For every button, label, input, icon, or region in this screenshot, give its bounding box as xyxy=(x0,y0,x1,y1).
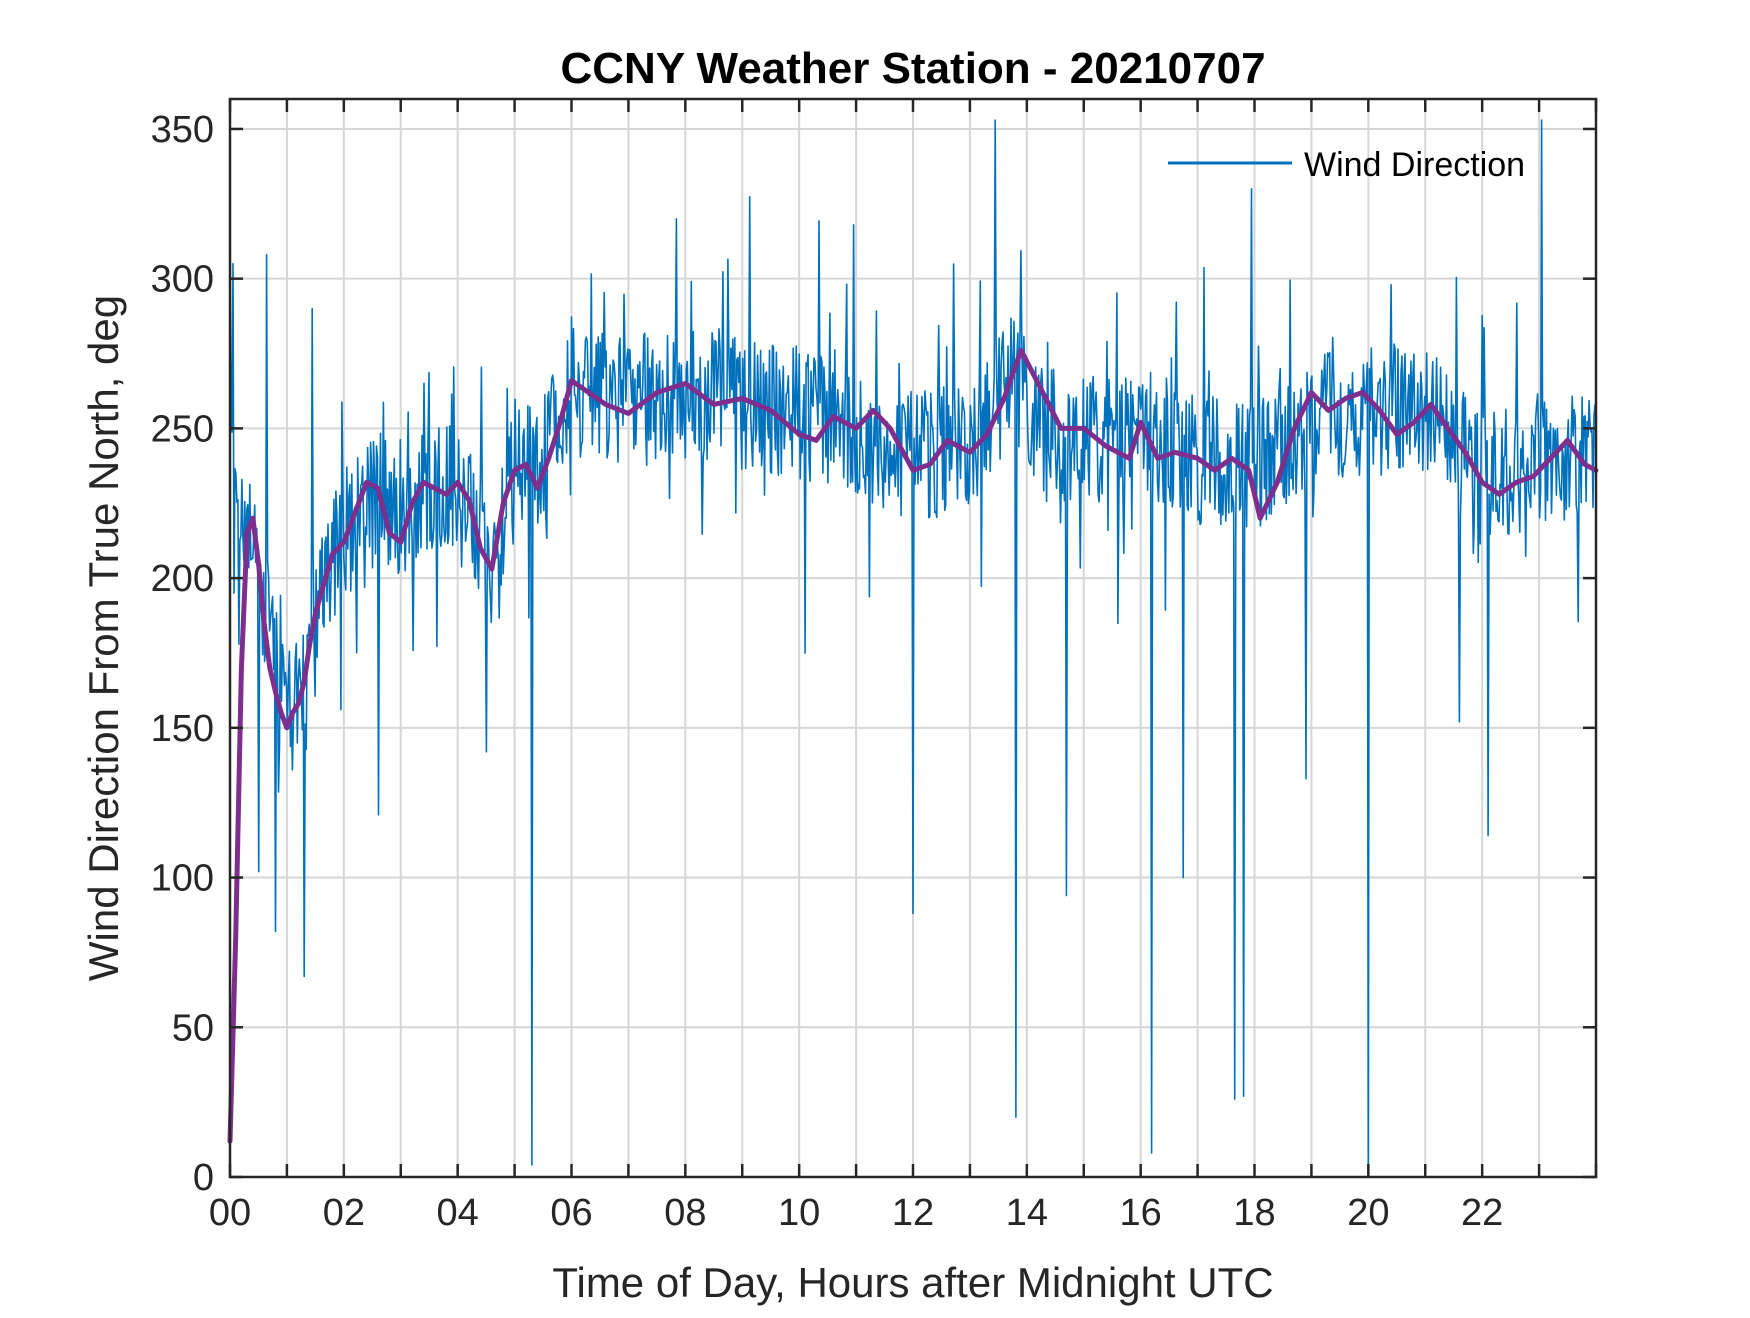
y-tick-label: 50 xyxy=(172,1007,214,1049)
running-mean-line xyxy=(227,348,1599,1144)
y-tick-label: 150 xyxy=(151,708,214,750)
x-tick-label: 06 xyxy=(550,1192,592,1234)
x-tick-label: 22 xyxy=(1461,1192,1503,1234)
x-tick-label: 12 xyxy=(892,1192,934,1234)
x-axis-label: Time of Day, Hours after Midnight UTC xyxy=(552,1259,1273,1306)
x-tick-label: 02 xyxy=(323,1192,365,1234)
grid-layer xyxy=(229,99,1597,1178)
legend: Wind Direction xyxy=(1168,146,1525,184)
x-tick-label: 14 xyxy=(1006,1192,1048,1234)
x-tick-label: 04 xyxy=(437,1192,479,1234)
chart-title: CCNY Weather Station - 20210707 xyxy=(560,44,1265,93)
y-tick-label: 200 xyxy=(151,558,214,600)
axis-layer: 00 02 04 06 08 10 12 14 16 18 20 22 0 50 100 150 200 250 3… xyxy=(151,97,1598,1234)
y-tick-label: 300 xyxy=(151,259,214,301)
legend-entry-wind-direction: Wind Direction xyxy=(1304,146,1525,184)
x-tick-label: 18 xyxy=(1233,1192,1275,1234)
y-tick-label: 350 xyxy=(151,109,214,151)
x-tick-label: 20 xyxy=(1347,1192,1389,1234)
y-axis-label: Wind Direction From True North, deg xyxy=(80,295,127,981)
x-tick-label: 00 xyxy=(209,1192,251,1234)
x-tick-label: 16 xyxy=(1120,1192,1162,1234)
y-tick-label: 0 xyxy=(193,1157,214,1199)
y-tick-label: 250 xyxy=(151,408,214,450)
y-tick-label: 100 xyxy=(151,858,214,900)
x-tick-label: 08 xyxy=(664,1192,706,1234)
x-tick-label: 10 xyxy=(778,1192,820,1234)
